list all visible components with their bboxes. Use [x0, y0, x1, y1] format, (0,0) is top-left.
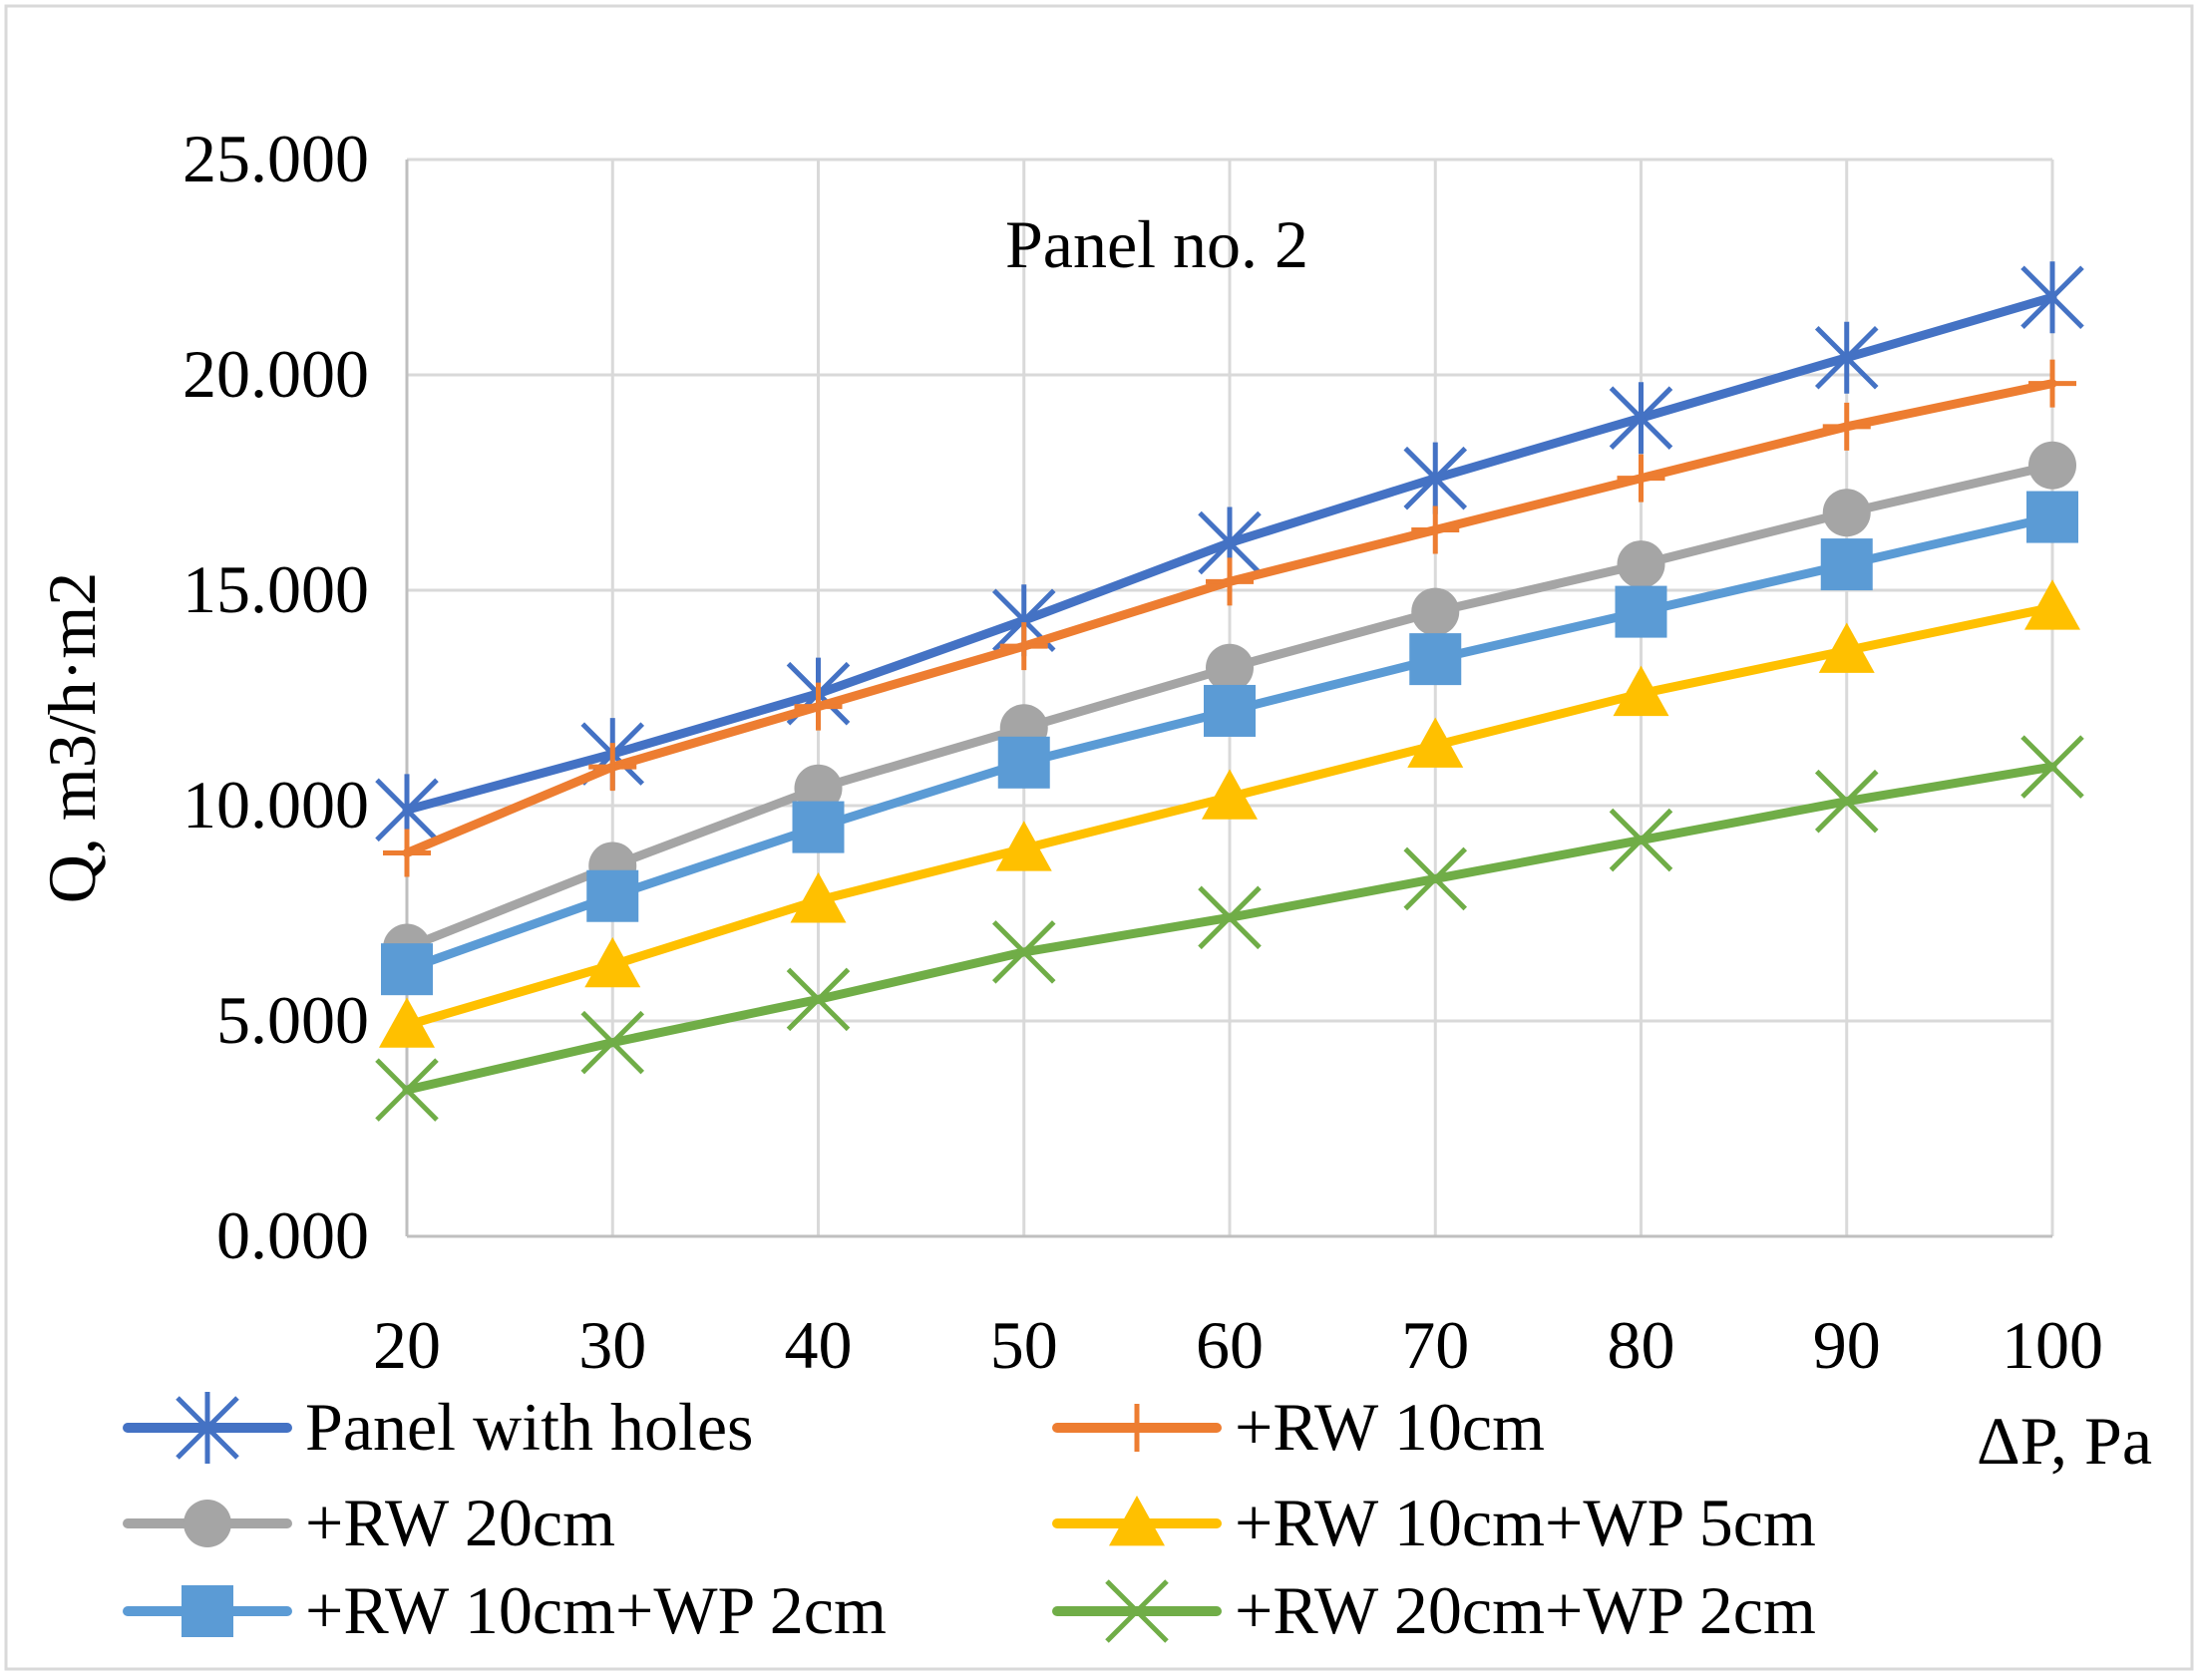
data-point-circle [183, 1500, 231, 1547]
data-point-circle [2028, 441, 2076, 490]
data-point-triangle [1613, 665, 1669, 717]
x-tick-label: 60 [1196, 1307, 1264, 1383]
data-point-square [1409, 633, 1462, 686]
data-point-plus [383, 829, 431, 877]
data-point-triangle [1818, 622, 1875, 673]
y-tick-label: 0.000 [216, 1197, 369, 1273]
legend-item: +RW 10cm [1052, 1389, 1545, 1465]
data-point-square [381, 943, 433, 996]
data-point-plus [794, 682, 843, 731]
data-point-square [182, 1585, 233, 1637]
data-point-asterisk [176, 1392, 239, 1464]
legend-item: +RW 10cm+WP 5cm [1052, 1485, 1816, 1560]
x-tick-label: 30 [578, 1307, 646, 1383]
data-point-x [2020, 735, 2084, 799]
data-point-asterisk [1609, 382, 1673, 455]
x-tick-label: 20 [373, 1307, 441, 1383]
data-point-square [586, 869, 639, 922]
data-point-square [1615, 585, 1667, 638]
x-tick-label: 70 [1401, 1307, 1469, 1383]
x-tick-label: 40 [785, 1307, 853, 1383]
y-axis-title: Q, m3/h·m2 [34, 572, 110, 903]
legend: Panel with holes +RW 10cm +RW 20cm +RW 10cm… [123, 1389, 1816, 1648]
data-point-x [786, 967, 851, 1032]
data-point-square [1204, 684, 1256, 737]
y-tick-label: 20.000 [183, 336, 369, 412]
data-point-plus [1822, 402, 1871, 451]
legend-item: +RW 10cm+WP 2cm [123, 1572, 887, 1648]
x-tick-label: 90 [1813, 1307, 1881, 1383]
data-point-triangle [1109, 1496, 1165, 1546]
data-point-triangle [584, 936, 641, 988]
legend-label: +RW 10cm [1235, 1389, 1545, 1465]
data-point-square [1820, 538, 1873, 591]
data-point-square [2026, 491, 2078, 543]
legend-label: Panel with holes [305, 1389, 754, 1465]
legend-item: +RW 20cm+WP 2cm [1052, 1572, 1816, 1648]
data-point-x [1105, 1579, 1169, 1643]
data-point-plus [1113, 1404, 1161, 1452]
data-point-plus [588, 743, 637, 792]
chart-border [4, 4, 2194, 1671]
y-tick-label: 10.000 [183, 767, 369, 842]
data-point-circle [1822, 489, 1871, 537]
x-tick-label: 50 [990, 1307, 1058, 1383]
series-1 [375, 261, 2084, 846]
series-layer [375, 261, 2084, 1122]
y-tick-label: 25.000 [183, 121, 369, 196]
data-point-x [580, 1010, 645, 1075]
x-axis-title: ΔP, Pa [1977, 1403, 2152, 1479]
data-point-x [375, 1058, 439, 1122]
x-tick-label: 80 [1608, 1307, 1675, 1383]
data-point-x [1814, 769, 1879, 834]
x-tick-label: 100 [2002, 1307, 2103, 1383]
data-point-triangle [2024, 579, 2080, 630]
data-point-x [1403, 846, 1468, 911]
data-point-triangle [1202, 769, 1258, 820]
legend-item: +RW 20cm [123, 1485, 615, 1560]
data-point-x [1198, 885, 1262, 950]
data-point-triangle [790, 872, 847, 923]
data-point-square [792, 801, 845, 853]
series-6 [375, 735, 2084, 1122]
data-point-triangle [379, 997, 435, 1048]
data-point-plus [1206, 557, 1254, 606]
data-point-asterisk [2020, 261, 2084, 334]
legend-label: +RW 20cm [305, 1485, 615, 1560]
legend-label: +RW 20cm+WP 2cm [1235, 1572, 1816, 1648]
series-2 [383, 359, 2076, 877]
data-point-circle [1206, 643, 1254, 692]
data-point-asterisk [1814, 321, 1879, 394]
data-point-circle [794, 764, 843, 813]
data-point-triangle [995, 821, 1052, 871]
data-point-circle [1411, 587, 1460, 636]
legend-label: +RW 10cm+WP 5cm [1235, 1485, 1816, 1560]
data-point-x [1609, 808, 1673, 872]
data-point-circle [1617, 540, 1665, 589]
legend-item: Panel with holes [123, 1389, 754, 1465]
series-4 [379, 579, 2080, 1048]
data-point-plus [1617, 454, 1665, 503]
data-point-square [997, 736, 1050, 789]
data-point-plus [999, 622, 1048, 671]
data-point-plus [2028, 359, 2076, 408]
legend-label: +RW 10cm+WP 2cm [305, 1572, 887, 1648]
y-tick-label: 15.000 [183, 551, 369, 627]
y-tick-label: 5.000 [216, 982, 369, 1058]
data-point-plus [1411, 505, 1460, 554]
data-point-asterisk [1403, 442, 1468, 514]
data-point-x [991, 920, 1056, 984]
data-point-triangle [1407, 717, 1464, 768]
chart-title: Panel no. 2 [1005, 206, 1308, 282]
series-5 [381, 491, 2078, 996]
axis-layer: 0.000 5.000 10.000 15.000 20.000 25.000 20 30 40… [183, 121, 2103, 1383]
